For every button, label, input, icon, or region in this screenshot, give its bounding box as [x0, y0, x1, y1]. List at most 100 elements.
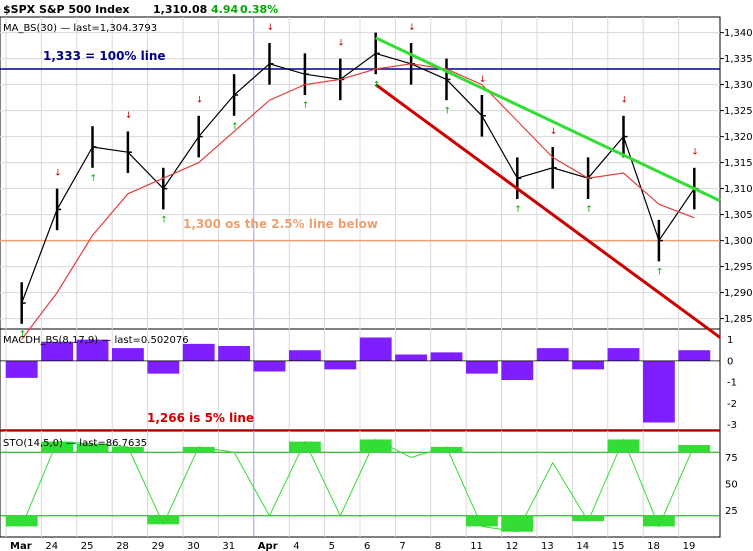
macd-bar: [642, 360, 675, 423]
x-tick-label: 29: [152, 541, 165, 551]
sto-oversold-fill: [5, 515, 38, 527]
x-tick-label: 6: [364, 541, 370, 551]
sto-overbought-fill: [430, 446, 463, 453]
macd-bar: [218, 346, 251, 361]
sto-oversold-fill: [147, 515, 180, 525]
macd-bar: [607, 348, 640, 361]
buy-arrow: ↑: [585, 205, 593, 215]
header-change-pct: 0.38%: [240, 3, 278, 16]
header-symbol: $SPX S&P 500 Index: [3, 3, 130, 16]
macd-tick-label: 1: [727, 335, 733, 346]
macd-bar: [41, 341, 74, 361]
price-tick-label: 1,290: [724, 288, 753, 299]
macd-tick-label: -2: [727, 399, 737, 410]
sto-overbought-fill: [41, 441, 74, 453]
stochastic-oscillator: [0, 438, 720, 533]
macd-tick-label: -1: [727, 378, 737, 389]
ma-line: [21, 63, 695, 340]
annotation-25-line: 1,300 os the 2.5% line below: [183, 217, 378, 231]
ma-label: MA_BS(30) — last=1,304.3793: [3, 23, 157, 34]
macd-histogram: [0, 337, 720, 423]
sto-tick-label: 50: [725, 480, 738, 491]
macd-bar: [395, 354, 428, 361]
price-tick-label: 1,295: [724, 262, 753, 273]
macd-tick-label: -3: [727, 420, 737, 431]
macd-bar: [572, 360, 605, 370]
x-tick-label: 11: [470, 541, 483, 551]
sto-tick-label: 75: [725, 453, 738, 464]
x-tick-label: 25: [81, 541, 94, 551]
macd-bar: [147, 360, 180, 374]
gridlines: [0, 17, 720, 537]
sell-arrow: ↓: [267, 23, 275, 33]
annotation-5-line: 1,266 is 5% line: [147, 411, 254, 425]
x-tick-label: 4: [293, 541, 299, 551]
buy-arrow: ↑: [160, 216, 168, 226]
header-price: 1,310.08: [153, 3, 207, 16]
buy-arrow: ↑: [514, 205, 522, 215]
sell-arrow: ↓: [337, 38, 345, 48]
sto-overbought-fill: [678, 445, 711, 453]
price-tick-label: 1,315: [724, 158, 753, 169]
price-tick-label: 1,320: [724, 132, 753, 143]
price-tick-label: 1,305: [724, 210, 753, 221]
x-tick-label: 13: [541, 541, 554, 551]
x-tick-label: 19: [683, 541, 696, 551]
price-tick-label: 1,300: [724, 236, 753, 247]
price-tick-label: 1,325: [724, 106, 753, 117]
x-tick-label: 24: [45, 541, 58, 551]
sell-arrow: ↓: [550, 127, 558, 137]
sto-label: STO(14,5,0) — last=86.7635: [3, 438, 147, 449]
x-tick-label: 12: [506, 541, 519, 551]
sell-arrow: ↓: [621, 96, 629, 106]
price-tick-label: 1,335: [724, 54, 753, 65]
macd-bar: [678, 350, 711, 361]
sto-oversold-fill: [572, 515, 605, 522]
x-tick-label: 18: [647, 541, 660, 551]
sell-arrow: ↓: [691, 148, 699, 158]
macd-bar: [253, 360, 286, 372]
buy-arrow: ↑: [19, 330, 27, 340]
reference-lines: [0, 68, 720, 431]
sto-oversold-fill: [642, 515, 675, 527]
buy-arrow: ↑: [373, 80, 381, 90]
macd-bar: [465, 360, 498, 374]
price-tick-label: 1,285: [724, 314, 753, 325]
axis-labels: Mar 24 25 28 29 30 31 Apr 4 5 6 7 8 11 12 13 14 15 18 19 1,3…: [10, 28, 753, 551]
x-tick-label: 31: [222, 541, 235, 551]
x-tick-label: 7: [399, 541, 405, 551]
macd-bar: [288, 350, 321, 361]
sto-oversold-fill: [501, 515, 534, 532]
buy-arrow: ↑: [444, 106, 452, 116]
x-tick-label: 8: [435, 541, 441, 551]
sto-overbought-fill: [288, 441, 321, 453]
sto-overbought-fill: [111, 446, 144, 453]
trend-channel: [374, 36, 721, 339]
macd-bar: [111, 348, 144, 361]
x-tick-label: 5: [329, 541, 335, 551]
sto-tick-label: 25: [725, 506, 738, 517]
x-tick-label: 30: [187, 541, 200, 551]
sto-overbought-fill: [607, 439, 640, 453]
sell-arrow: ↓: [125, 111, 133, 121]
macd-bar: [536, 348, 569, 361]
sto-line: [21, 438, 695, 533]
annotation-100-line: 1,333 = 100% line: [43, 49, 166, 63]
macd-label: MACDH_BS(8,17,9) — last=0.502076: [3, 335, 189, 346]
sell-arrow: ↓: [196, 96, 204, 106]
price-tick-label: 1,310: [724, 184, 753, 195]
trend-line-upper: [375, 36, 721, 203]
sto-overbought-fill: [182, 446, 215, 453]
x-tick-label: Mar: [10, 541, 32, 551]
buy-arrow: ↑: [302, 101, 310, 111]
x-tick-label: 28: [116, 541, 129, 551]
macd-bar: [5, 360, 38, 378]
price-close-line: [21, 52, 695, 304]
macd-bar: [430, 352, 463, 361]
macd-bar: [359, 337, 392, 361]
price-tick-label: 1,330: [724, 80, 753, 91]
sto-oversold-fill: [465, 515, 498, 527]
macd-bar: [182, 343, 215, 361]
buy-arrow: ↑: [656, 268, 664, 278]
